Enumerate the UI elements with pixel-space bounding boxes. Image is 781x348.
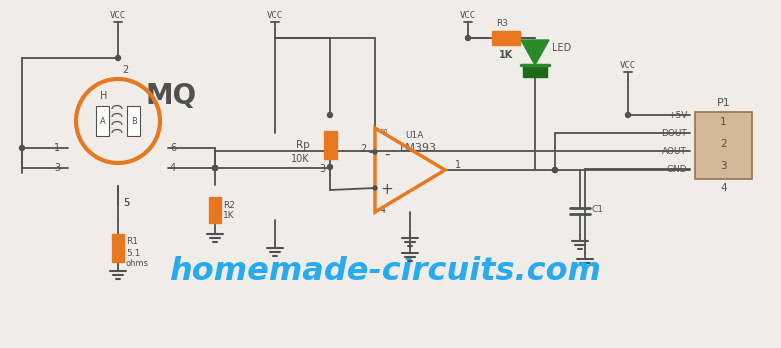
Bar [523,65,547,77]
Text: R3: R3 [496,19,508,28]
Text: U1A: U1A [405,132,423,141]
Circle shape [116,55,120,61]
Text: GND: GND [666,165,687,174]
Text: 6: 6 [170,143,177,153]
Text: homemade-circuits.com: homemade-circuits.com [169,256,601,287]
Text: LED: LED [552,43,571,53]
Circle shape [212,166,217,171]
Bar [492,31,520,45]
Text: 3: 3 [319,164,325,174]
Text: VCC: VCC [110,11,126,20]
Text: P1: P1 [717,98,730,108]
Circle shape [465,35,470,40]
Text: 5.1: 5.1 [126,248,141,258]
Text: Rp: Rp [296,140,310,150]
Text: 4: 4 [170,163,177,173]
Circle shape [552,167,558,173]
Text: LM393: LM393 [400,143,437,153]
Text: H: H [100,91,108,101]
Text: 2: 2 [122,65,128,75]
Text: ∞: ∞ [380,126,388,136]
Text: 10K: 10K [291,154,310,164]
Text: A: A [100,117,106,126]
Text: 4: 4 [380,205,386,215]
Text: +5V: +5V [668,111,687,119]
Circle shape [552,167,558,173]
Text: 3: 3 [54,163,60,173]
Bar [127,106,140,136]
Circle shape [212,166,217,171]
Bar [323,131,337,159]
Circle shape [626,112,630,118]
Text: 5: 5 [123,198,129,208]
Text: 1K: 1K [223,212,234,221]
Text: 2: 2 [720,139,727,149]
Bar [695,112,752,179]
Text: 1: 1 [54,143,60,153]
Circle shape [373,186,377,190]
Text: R2: R2 [223,200,235,209]
Text: -: - [384,147,390,161]
Circle shape [373,150,377,154]
Text: +: + [380,182,394,198]
Text: 1K: 1K [499,50,513,60]
Bar [209,197,221,223]
Text: VCC: VCC [460,11,476,20]
Circle shape [20,145,24,150]
Text: DOUT: DOUT [662,128,687,137]
Text: 4: 4 [720,183,727,193]
Text: 2: 2 [360,144,366,154]
Text: R1: R1 [126,237,138,246]
Text: C1: C1 [592,206,604,214]
Text: VCC: VCC [620,61,636,70]
Bar [112,234,124,262]
Text: 1: 1 [455,160,461,170]
Text: 5: 5 [123,198,129,208]
Text: AOUT: AOUT [662,147,687,156]
Circle shape [212,166,217,171]
Circle shape [327,165,333,169]
Text: MQ: MQ [146,82,197,110]
Text: 3: 3 [720,161,727,171]
Text: ohms: ohms [126,260,149,269]
Bar [96,106,109,136]
Circle shape [327,112,333,118]
Text: VCC: VCC [267,11,283,20]
Text: 1: 1 [720,117,727,127]
Text: B: B [131,117,137,126]
Polygon shape [521,40,549,65]
